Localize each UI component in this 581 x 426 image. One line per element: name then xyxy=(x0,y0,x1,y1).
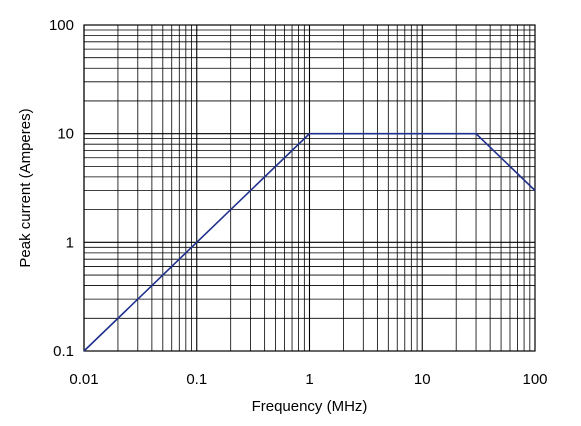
x-tick-label: 1 xyxy=(305,371,313,388)
x-axis-label: Frequency (MHz) xyxy=(252,398,368,415)
x-tick-label: 100 xyxy=(522,371,547,388)
y-tick-label: 10 xyxy=(57,126,74,143)
y-tick-label: 0.1 xyxy=(53,343,74,360)
y-tick-label: 100 xyxy=(49,17,74,34)
plot-frame xyxy=(83,24,536,352)
y-tick-label: 1 xyxy=(66,234,74,251)
y-axis-label: Peak current (Amperes) xyxy=(17,108,34,267)
x-tick-label: 0.1 xyxy=(186,371,207,388)
x-tick-labels: 0.01 0.1 1 10 100 xyxy=(69,371,547,388)
series-layer xyxy=(83,132,536,352)
x-tick-label: 0.01 xyxy=(69,371,98,388)
series-line xyxy=(83,132,536,352)
y-tick-labels: 0.1 1 10 100 xyxy=(49,17,74,360)
x-tick-label: 10 xyxy=(414,371,431,388)
